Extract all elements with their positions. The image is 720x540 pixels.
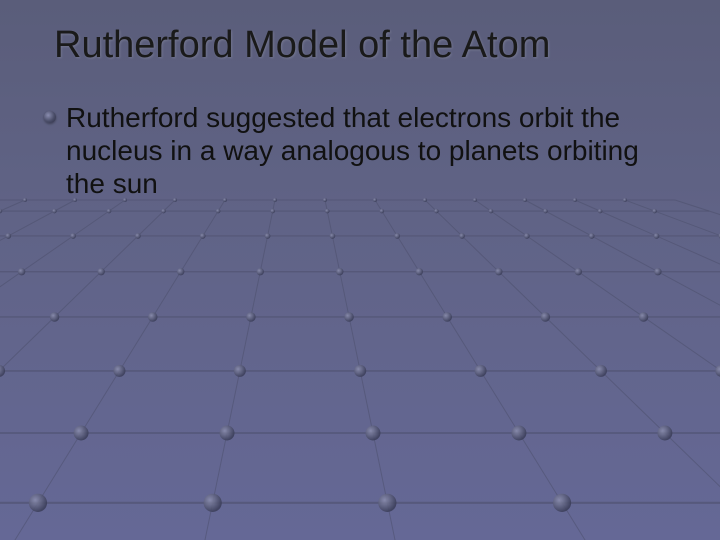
slide-body-text: Rutherford suggested that electrons orbi… [66, 101, 676, 200]
slide-content: Rutherford Model of the Atom Rutherford … [0, 0, 720, 200]
slide: Rutherford Model of the Atom Rutherford … [0, 0, 720, 540]
bullet-row: Rutherford suggested that electrons orbi… [44, 101, 680, 200]
sphere-bullet-icon [44, 111, 56, 123]
slide-title: Rutherford Model of the Atom [54, 24, 680, 67]
